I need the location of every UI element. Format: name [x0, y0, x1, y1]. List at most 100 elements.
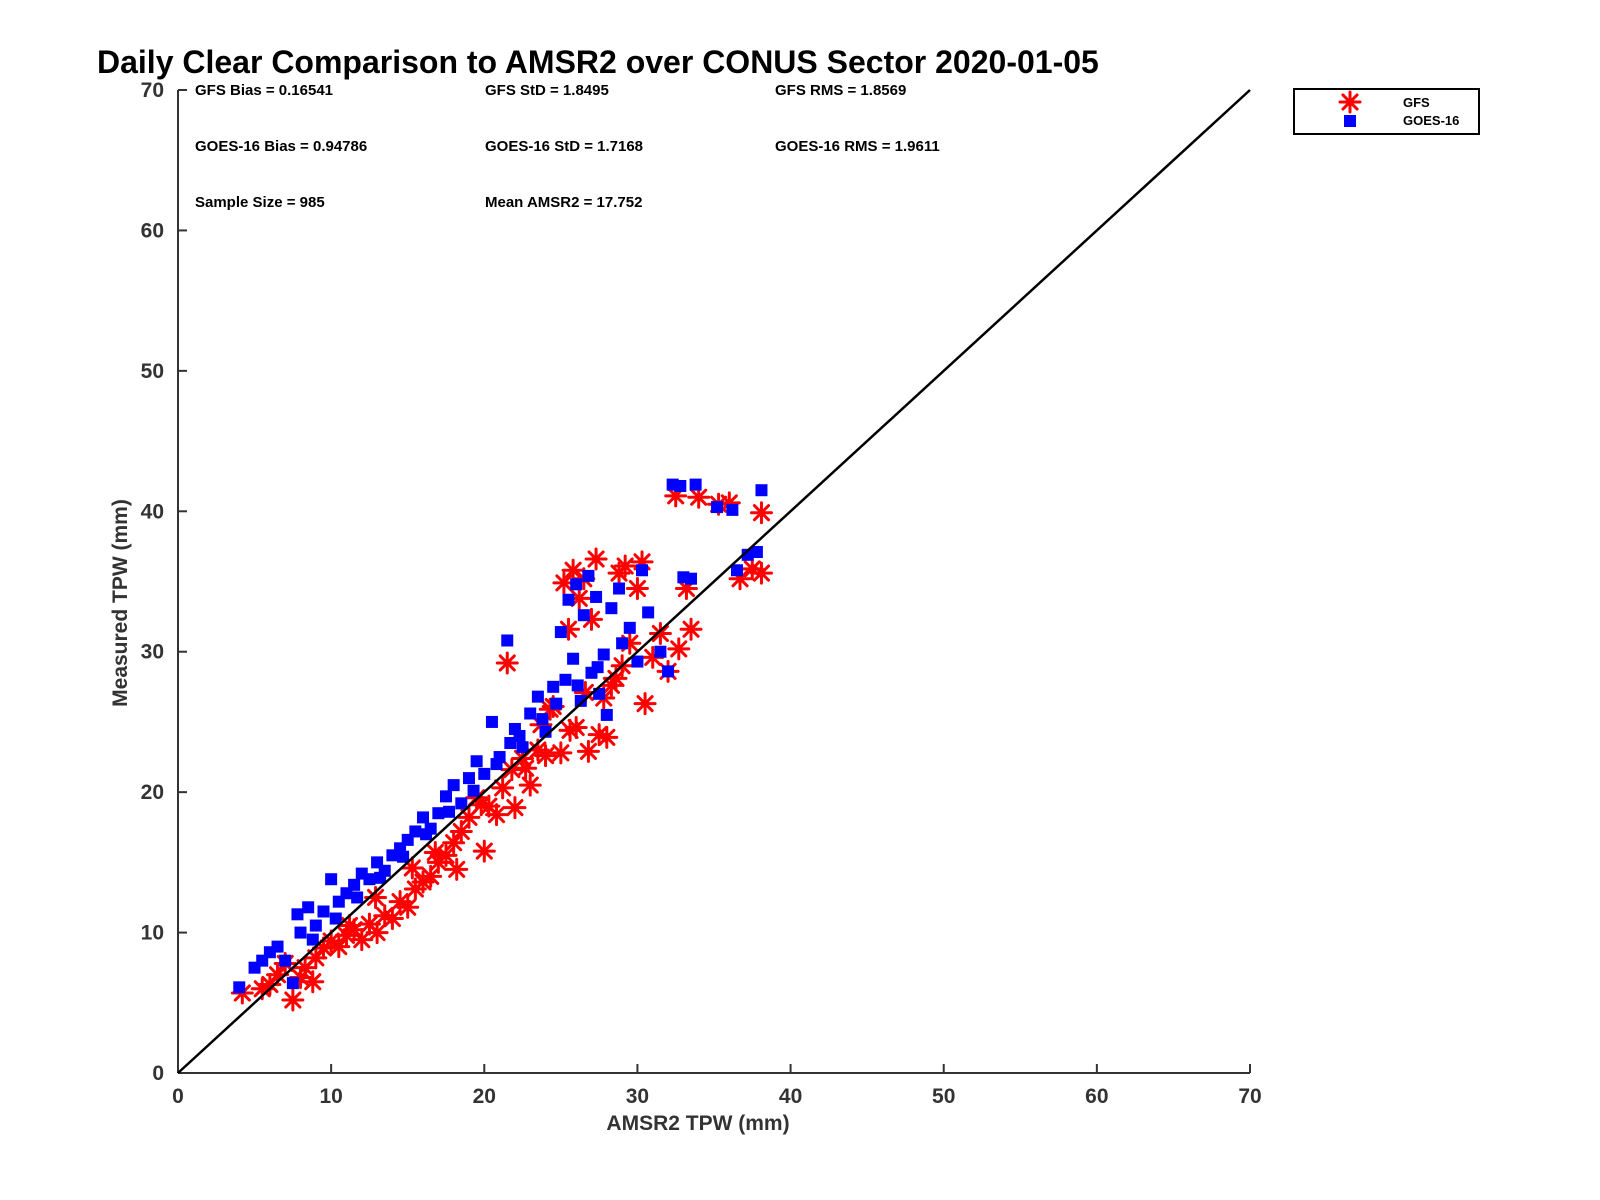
goes16-point — [559, 673, 572, 686]
goes16-point — [432, 807, 445, 820]
goes16-point — [397, 850, 410, 863]
goes16-point — [485, 715, 498, 728]
goes16-point — [443, 805, 456, 818]
goes16-point — [567, 652, 580, 665]
goes16-point — [574, 694, 587, 707]
goes16-point — [582, 569, 595, 582]
x-tick-label: 0 — [172, 1085, 184, 1108]
gfs-point — [561, 558, 585, 582]
goes16-point — [286, 977, 299, 990]
goes16-point — [524, 707, 537, 720]
goes16-point — [662, 665, 675, 678]
goes16-point — [674, 480, 687, 493]
goes16-point — [462, 772, 475, 785]
y-tick-label: 10 — [141, 922, 164, 945]
goes16-point — [501, 634, 514, 647]
goes16-point — [470, 755, 483, 768]
goes16-point — [294, 926, 307, 939]
legend-goes16-square — [1344, 115, 1356, 127]
gfs-point — [667, 637, 691, 661]
y-axis-label: Measured TPW (mm) — [109, 499, 132, 707]
goes16-point — [554, 626, 567, 639]
gfs-point — [625, 577, 649, 601]
goes16-point — [420, 828, 433, 841]
x-axis-label: AMSR2 TPW (mm) — [606, 1112, 789, 1135]
goes16-point — [325, 873, 338, 886]
gfs-point — [445, 857, 469, 881]
goes16-point — [570, 578, 583, 591]
legend-gfs-label: GFS — [1403, 95, 1430, 110]
legend-gfs-star — [1338, 90, 1362, 114]
gfs-point — [472, 839, 496, 863]
goes16-point — [478, 767, 491, 780]
goes16-point — [351, 891, 364, 904]
gfs-point — [350, 928, 374, 952]
goes16-point — [711, 501, 724, 514]
goes16-point — [600, 708, 613, 721]
goes16-point — [591, 661, 604, 674]
y-tick-label: 0 — [152, 1062, 164, 1085]
goes16-point — [271, 940, 284, 953]
goes16-point — [631, 655, 644, 668]
gfs-point — [679, 617, 703, 641]
stat-gfs-std: GFS StD = 1.8495 — [485, 82, 609, 99]
gfs-point — [549, 741, 573, 765]
stat-goes16-std: GOES-16 StD = 1.7168 — [485, 138, 643, 155]
goes16-point — [623, 621, 636, 634]
goes16-point — [577, 609, 590, 622]
x-tick-label: 20 — [473, 1085, 496, 1108]
y-tick-label: 60 — [141, 219, 164, 242]
goes16-point — [329, 912, 342, 925]
gfs-point — [576, 739, 600, 763]
x-tick-label: 70 — [1238, 1085, 1261, 1108]
gfs-point — [538, 697, 562, 721]
gfs-point — [495, 651, 519, 675]
x-tick-label: 30 — [626, 1085, 649, 1108]
y-tick-label: 20 — [141, 781, 164, 804]
gfs-point — [534, 744, 558, 768]
goes16-point — [374, 871, 387, 884]
stat-gfs-rms: GFS RMS = 1.8569 — [775, 82, 906, 99]
goes16-point — [440, 790, 452, 803]
goes16-point — [504, 736, 517, 749]
goes16-point — [531, 690, 544, 703]
y-tick-label: 50 — [141, 360, 164, 383]
gfs-point — [380, 907, 404, 931]
gfs-point — [469, 793, 493, 817]
goes16-point — [613, 582, 626, 595]
goes16-point — [306, 933, 319, 946]
goes16-point — [467, 784, 480, 797]
goes16-point — [233, 981, 246, 994]
gfs-point — [338, 914, 362, 938]
goes16-point — [348, 878, 361, 891]
gfs-point — [485, 803, 509, 827]
goes16-point — [605, 602, 618, 615]
gfs-point — [749, 501, 773, 525]
gfs-point — [558, 718, 582, 742]
gfs-point — [595, 725, 619, 749]
goes16-point — [616, 637, 629, 650]
goes16-point — [755, 484, 768, 497]
goes16-point — [642, 606, 655, 619]
goes16-point — [447, 779, 460, 792]
statistics-block: GFS Bias = 0.16541 GFS StD = 1.8495 GFS … — [195, 82, 940, 211]
goes16-point — [636, 564, 649, 577]
goes16-point — [417, 811, 430, 824]
goes16-point — [455, 797, 468, 810]
goes16-point — [513, 729, 526, 742]
stat-goes16-rms: GOES-16 RMS = 1.9611 — [775, 138, 940, 155]
goes16-point — [571, 679, 584, 692]
gfs-point — [518, 773, 542, 797]
gfs-point — [491, 776, 515, 800]
goes16-point — [726, 503, 739, 516]
goes16-point — [685, 572, 698, 585]
goes16-point — [279, 954, 292, 967]
goes16-point — [730, 564, 743, 577]
gfs-point — [281, 988, 305, 1012]
legend-goes16-label: GOES-16 — [1403, 113, 1459, 128]
x-tick-label: 10 — [319, 1085, 342, 1108]
goes16-point — [597, 648, 610, 661]
goes16-point — [516, 741, 529, 754]
gfs-point — [442, 831, 466, 855]
